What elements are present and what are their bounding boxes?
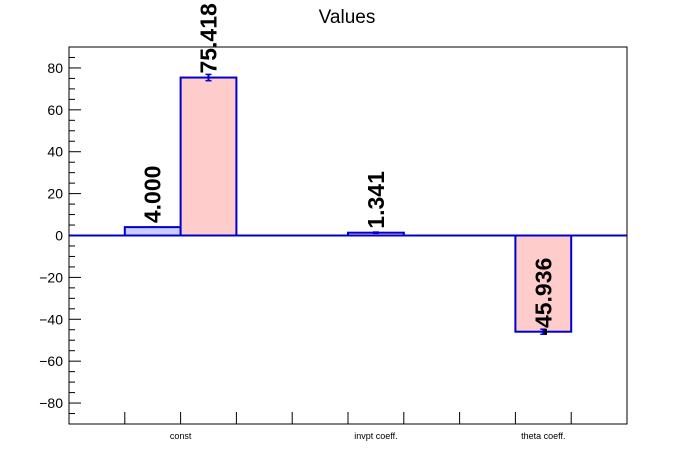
y-tick-label: −40 bbox=[39, 311, 63, 327]
y-tick-label: −60 bbox=[39, 353, 63, 369]
data-label: -45.936 bbox=[530, 258, 556, 336]
chart-title: Values bbox=[319, 7, 376, 28]
data-labels: 4.000 75.418 1.341 -45.936 bbox=[140, 3, 557, 336]
y-tick-label: 40 bbox=[47, 144, 63, 160]
y-tick-label: −80 bbox=[39, 395, 63, 411]
data-label: 75.418 bbox=[196, 3, 222, 74]
category-label: invpt coeff. bbox=[354, 431, 397, 441]
y-tick-label: −20 bbox=[39, 269, 63, 285]
data-label: 4.000 bbox=[140, 166, 166, 224]
data-label: 1.341 bbox=[363, 171, 389, 229]
bar bbox=[123, 226, 182, 237]
y-tick-label: 80 bbox=[47, 60, 63, 76]
axes: −80 −60 −40 −20 0 20 40 60 80 const invpt coeff. th… bbox=[39, 46, 628, 441]
bar bbox=[514, 234, 573, 333]
bars bbox=[69, 73, 627, 335]
category-label: const bbox=[170, 431, 192, 441]
y-tick-label: 60 bbox=[47, 102, 63, 118]
y-tick-label: 0 bbox=[55, 228, 63, 244]
bar bbox=[179, 76, 238, 237]
y-tick-label: 20 bbox=[47, 186, 63, 202]
category-label: theta coeff. bbox=[521, 431, 565, 441]
